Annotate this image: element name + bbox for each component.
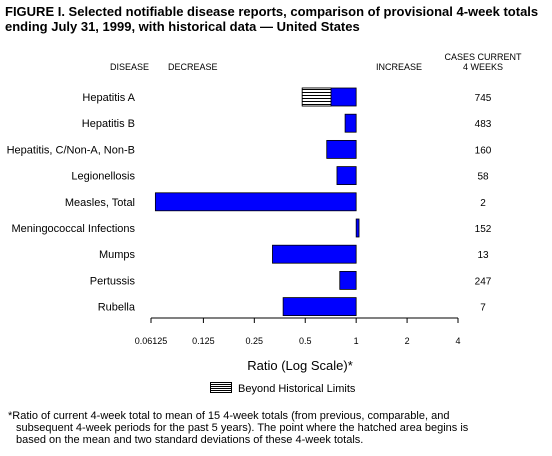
figure-title: FIGURE I. Selected notifiable disease re… <box>5 4 545 34</box>
bar-4 <box>154 192 357 212</box>
bar-2 <box>326 139 357 159</box>
category-label-1: Hepatitis B <box>82 118 135 130</box>
ratio-bar-chart: 0.06125 0.125 0.25 0.5 1 2 4 Hepatitis AHepati… <box>7 87 492 373</box>
bar-1 <box>344 113 357 133</box>
x-tick-label-6: 4 <box>455 336 460 346</box>
cases-header-line1: CASES CURRENT <box>444 52 522 62</box>
footnote-line1: *Ratio of current 4-week total to mean o… <box>8 410 450 422</box>
disease-column-header: DISEASE <box>110 62 150 72</box>
category-label-3: Legionellosis <box>71 171 135 183</box>
bar-7 <box>339 270 357 290</box>
footnote: *Ratio of current 4-week total to mean o… <box>8 410 546 446</box>
x-tick-label-5: 2 <box>405 336 410 346</box>
figure-title-line2: ending July 31, 1999, with historical da… <box>5 19 360 34</box>
x-tick-label-2: 0.25 <box>246 336 264 346</box>
bar-5 <box>355 218 360 238</box>
category-label-6: Mumps <box>99 249 136 261</box>
x-tick-label-4: 1 <box>354 336 359 346</box>
hatched-swatch-icon <box>210 382 232 393</box>
case-count-1: 483 <box>475 119 492 130</box>
decrease-header: DECREASE <box>168 62 218 72</box>
legend-label: Beyond Historical Limits <box>238 383 356 395</box>
cases-column-header: CASES CURRENT 4 WEEKS <box>430 52 536 72</box>
category-label-0: Hepatitis A <box>82 92 135 104</box>
figure-title-line1: FIGURE I. Selected notifiable disease re… <box>5 4 539 19</box>
category-label-2: Hepatitis, C/Non-A, Non-B <box>7 144 135 156</box>
increase-header: INCREASE <box>376 62 423 72</box>
case-count-2: 160 <box>475 145 492 156</box>
legend: Beyond Historical Limits <box>210 382 355 395</box>
case-counts: 745 483 160 58 2 152 13 247 7 <box>475 93 492 314</box>
bar-6 <box>272 244 357 264</box>
category-label-8: Rubella <box>98 302 136 314</box>
bars-layer <box>154 87 360 317</box>
footnote-line3: based on the mean and two standard devia… <box>16 434 364 446</box>
category-label-5: Meningococcal Infections <box>11 223 135 235</box>
x-tick-label-0: 0.06125 <box>135 336 168 346</box>
footnote-line2: subsequent 4-week periods for the past 5… <box>16 422 469 434</box>
case-count-3: 58 <box>477 172 489 183</box>
case-count-7: 247 <box>475 276 492 287</box>
case-count-6: 13 <box>477 250 489 261</box>
case-count-5: 152 <box>475 224 492 235</box>
case-count-0: 745 <box>475 93 492 104</box>
cases-header-line2: 4 WEEKS <box>462 62 503 72</box>
case-count-8: 7 <box>480 303 486 314</box>
category-label-7: Pertussis <box>90 275 136 287</box>
x-tick-label-1: 0.125 <box>192 336 215 346</box>
x-tick-label-3: 0.5 <box>299 336 312 346</box>
x-axis-title: Ratio (Log Scale)* <box>247 358 353 373</box>
case-count-4: 2 <box>480 198 486 209</box>
bar-8 <box>282 297 357 317</box>
category-labels: Hepatitis A Hepatitis B Hepatitis, C/Non-A… <box>7 92 136 314</box>
beyond-limits-hatch-0 <box>301 87 332 107</box>
bar-3 <box>336 166 357 186</box>
x-axis: 0.06125 0.125 0.25 0.5 1 2 4 <box>135 317 461 346</box>
category-label-4: Measles, Total <box>65 197 135 209</box>
